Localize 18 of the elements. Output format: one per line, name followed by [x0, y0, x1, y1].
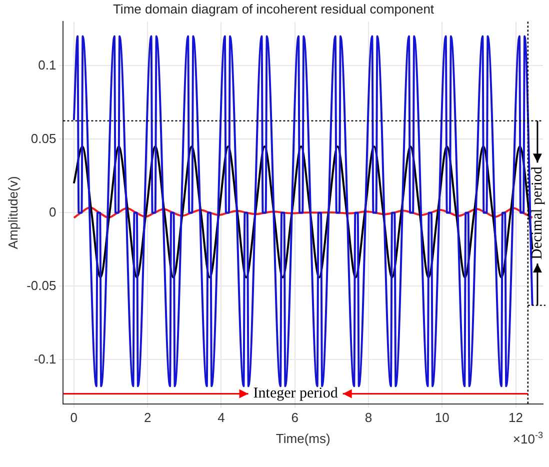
- y-tick-label: -0.1: [34, 351, 56, 366]
- text: ×10$^{-3}$: [512, 430, 543, 446]
- y-axis-title: Amplitude(v): [5, 176, 20, 250]
- annotation: Integer period: [253, 386, 338, 402]
- chart-title: Time domain diagram of incoherent residual component: [112, 1, 434, 16]
- x-tick-label: 0: [70, 410, 78, 426]
- x-tick-label: 12: [508, 410, 523, 426]
- annotation: Decimal period: [529, 166, 546, 260]
- y-tick-label: 0.05: [30, 130, 56, 146]
- y-tick-label: 0.1: [38, 57, 56, 72]
- y-tick-label: -0.05: [26, 278, 56, 293]
- x-tick-label: 10: [434, 410, 450, 426]
- x-tick-label: 2: [144, 410, 152, 426]
- x-tick-label: 4: [218, 410, 225, 426]
- y-tick-label: 0: [48, 204, 56, 220]
- x-tick-label: 6: [291, 410, 298, 426]
- x-tick-label: 8: [364, 410, 372, 426]
- x-axis-title: Time(ms): [276, 430, 330, 446]
